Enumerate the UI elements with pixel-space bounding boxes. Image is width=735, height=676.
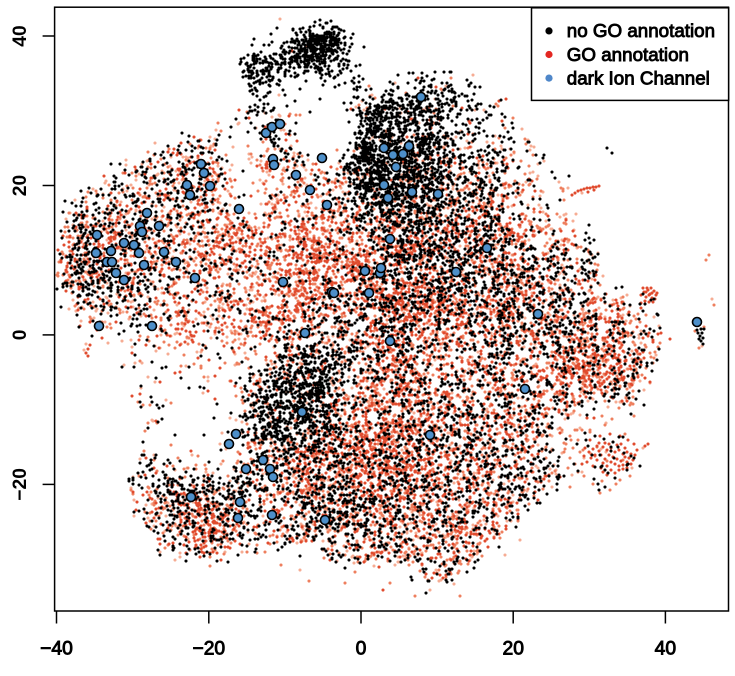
svg-text:40: 40 <box>10 25 31 46</box>
svg-text:40: 40 <box>655 639 676 660</box>
svg-text:0: 0 <box>10 330 31 341</box>
svg-text:−20: −20 <box>10 468 31 501</box>
svg-text:0: 0 <box>356 639 367 660</box>
svg-text:−20: −20 <box>192 639 225 660</box>
svg-text:20: 20 <box>10 175 31 196</box>
svg-text:dark Ion Channel: dark Ion Channel <box>567 67 710 88</box>
svg-text:no GO annotation: no GO annotation <box>567 20 715 41</box>
svg-text:−40: −40 <box>40 639 73 660</box>
svg-text:20: 20 <box>502 639 523 660</box>
svg-text:GO annotation: GO annotation <box>567 44 689 65</box>
